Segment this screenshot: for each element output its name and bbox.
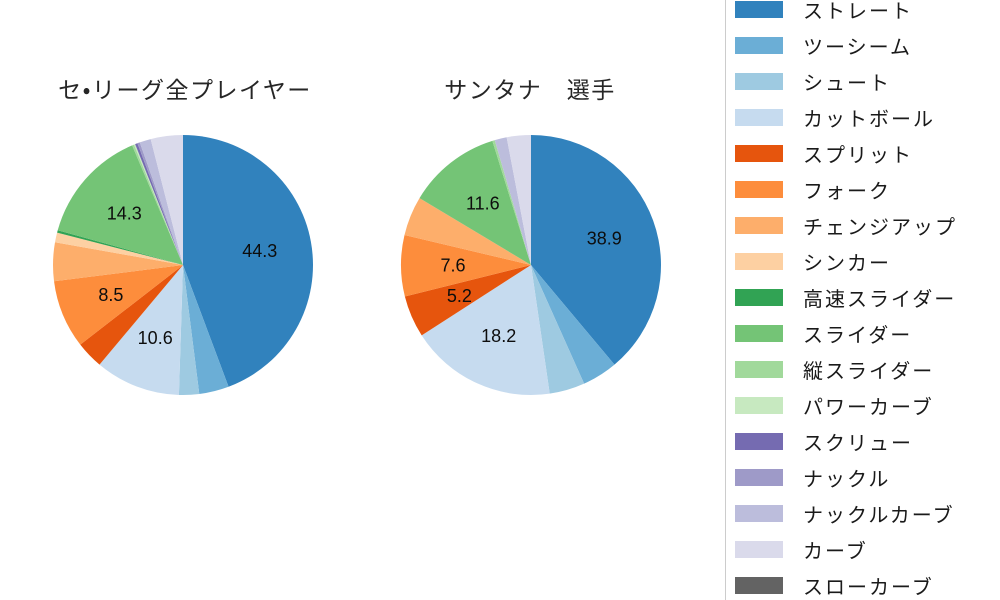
legend-item-label: フォーク — [803, 180, 891, 203]
legend-swatch — [735, 144, 783, 162]
legend-swatch — [735, 540, 783, 558]
legend-swatch — [735, 468, 783, 486]
legend-item: ツーシーム — [726, 27, 1000, 63]
pie-slice — [183, 265, 229, 394]
legend-item-label: ストレート — [803, 0, 913, 23]
legend-swatch — [735, 36, 783, 54]
legend-swatch — [735, 180, 783, 198]
legend-item: スクリュー — [726, 423, 1000, 459]
pie-slice — [178, 265, 200, 396]
legend-item-label: シンカー — [803, 252, 891, 275]
legend-item-label: スローカーブ — [803, 576, 934, 599]
pie-percentage-label: 11.6 — [466, 194, 500, 214]
legend-swatch — [735, 360, 783, 378]
legend-item-label: チェンジアップ — [803, 216, 957, 239]
legend-swatch — [735, 216, 783, 234]
pie-slice — [494, 137, 531, 265]
pie-slice — [134, 144, 183, 265]
legend-swatch — [735, 288, 783, 306]
legend-item-label: ナックル — [803, 468, 891, 491]
pie-slice — [135, 143, 183, 265]
pie-slice — [421, 265, 550, 395]
pie-percentage-label: 8.5 — [98, 285, 123, 305]
legend-swatch — [735, 432, 783, 450]
pie-slice — [57, 145, 183, 265]
legend-item-label: シュート — [803, 72, 891, 95]
legend-item: シュート — [726, 63, 1000, 99]
legend-item: 高速スライダー — [726, 279, 1000, 315]
legend-swatch — [735, 504, 783, 522]
legend-item-label: スプリット — [803, 144, 913, 167]
legend-item-label: ナックルカーブ — [803, 504, 955, 527]
legend-item: チェンジアップ — [726, 207, 1000, 243]
pie-percentage-label: 10.6 — [138, 328, 173, 348]
legend-item: ナックルカーブ — [726, 495, 1000, 531]
pie-percentage-label: 14.3 — [107, 204, 142, 224]
legend-swatch — [735, 396, 783, 414]
pie-slice — [419, 140, 531, 265]
legend-item: シンカー — [726, 243, 1000, 279]
legend-swatch — [735, 252, 783, 270]
pie-percentage-label: 44.3 — [242, 241, 277, 261]
legend-swatch — [735, 324, 783, 342]
pie-percentage-label: 7.6 — [440, 256, 465, 276]
legend-item-label: カットボール — [803, 108, 935, 131]
legend-item-label: ツーシーム — [803, 36, 912, 59]
pie-slice — [53, 242, 183, 282]
pie-slice — [57, 230, 183, 265]
legend: ストレートツーシームシュートカットボール スプリットフォークチェンジアップ シンカー… — [725, 0, 1000, 600]
legend-item: スローカーブ — [726, 567, 1000, 600]
pie-slice — [99, 265, 183, 395]
legend-item: カーブ — [726, 531, 1000, 567]
pie-slice — [54, 265, 183, 345]
legend-item: ストレート — [726, 0, 1000, 27]
legend-item-label: 縦スライダー — [803, 360, 935, 383]
pie-slice — [80, 265, 183, 365]
legend-item-label: 高速スライダー — [803, 288, 957, 311]
legend-item-label: カーブ — [803, 540, 868, 563]
legend-item: ナックル — [726, 459, 1000, 495]
pie-slice — [531, 265, 615, 384]
pie-slice — [531, 135, 661, 365]
legend-swatch — [735, 108, 783, 126]
pie-slice — [400, 235, 531, 297]
pie-title-player: サンタナ 選手 — [444, 77, 616, 103]
legend-item-label: スライダー — [803, 324, 913, 347]
pie-slice — [183, 135, 313, 387]
legend-item-label: スクリュー — [803, 432, 913, 455]
legend-item: カットボール — [726, 99, 1000, 135]
pie-slice — [139, 139, 183, 265]
pie-percentage-label: 18.2 — [481, 326, 516, 346]
pie-slice — [132, 144, 183, 265]
pie-slice — [531, 265, 585, 394]
pie-percentage-label: 38.9 — [587, 228, 622, 248]
pie-slice — [55, 232, 184, 265]
pie-slice — [404, 198, 531, 265]
legend-swatch — [735, 576, 783, 594]
pie-percentage-label: 5.2 — [447, 286, 472, 306]
pie-slice — [404, 265, 531, 336]
legend-item-label: パワーカーブ — [803, 396, 934, 419]
pie-slice — [506, 135, 531, 265]
legend-list: ストレートツーシームシュートカットボール スプリットフォークチェンジアップ シンカー… — [726, 0, 1000, 600]
legend-item: フォーク — [726, 171, 1000, 207]
pie-slice — [150, 135, 183, 265]
pie-title-league: セ・リーグ全プレイヤー — [58, 77, 312, 103]
legend-item: スプリット — [726, 135, 1000, 171]
pie-slice — [492, 140, 531, 265]
legend-swatch — [735, 72, 783, 90]
pie-slice — [137, 142, 183, 265]
legend-item: スライダー — [726, 315, 1000, 351]
legend-item: 縦スライダー — [726, 351, 1000, 387]
legend-item: パワーカーブ — [726, 387, 1000, 423]
legend-swatch — [735, 0, 783, 18]
